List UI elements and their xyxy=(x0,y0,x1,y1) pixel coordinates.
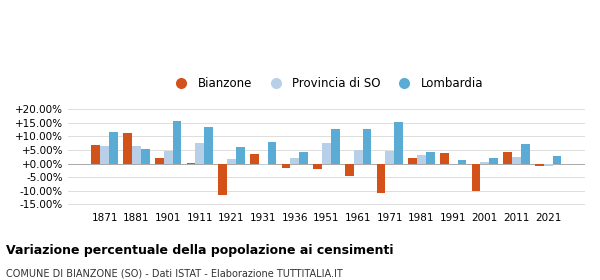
Bar xyxy=(187,163,196,164)
Bar xyxy=(345,164,354,176)
Bar xyxy=(290,158,299,164)
Bar xyxy=(268,143,277,164)
Bar xyxy=(196,143,204,164)
Bar xyxy=(377,164,385,193)
Bar xyxy=(331,129,340,164)
Bar xyxy=(553,157,562,164)
Bar xyxy=(123,133,132,164)
Bar xyxy=(362,129,371,164)
Bar xyxy=(173,121,181,164)
Bar xyxy=(313,164,322,169)
Bar xyxy=(218,164,227,195)
Bar xyxy=(521,144,530,164)
Bar xyxy=(100,146,109,164)
Bar xyxy=(472,164,481,191)
Legend: Bianzone, Provincia di SO, Lombardia: Bianzone, Provincia di SO, Lombardia xyxy=(166,74,487,94)
Bar xyxy=(109,132,118,164)
Bar xyxy=(204,127,213,164)
Bar xyxy=(227,159,236,164)
Bar xyxy=(408,158,417,164)
Bar xyxy=(512,157,521,164)
Bar xyxy=(164,151,173,164)
Text: COMUNE DI BIANZONE (SO) - Dati ISTAT - Elaborazione TUTTITALIA.IT: COMUNE DI BIANZONE (SO) - Dati ISTAT - E… xyxy=(6,269,343,279)
Text: Variazione percentuale della popolazione ai censimenti: Variazione percentuale della popolazione… xyxy=(6,244,394,256)
Bar xyxy=(394,122,403,164)
Bar xyxy=(503,152,512,164)
Bar xyxy=(385,151,394,164)
Bar xyxy=(91,144,100,164)
Bar xyxy=(236,147,245,164)
Bar xyxy=(141,149,150,164)
Bar xyxy=(281,164,290,167)
Bar xyxy=(250,154,259,164)
Bar xyxy=(417,155,426,164)
Bar xyxy=(489,158,498,164)
Bar xyxy=(354,150,362,164)
Bar xyxy=(259,164,268,165)
Bar xyxy=(322,143,331,164)
Bar xyxy=(535,164,544,166)
Bar xyxy=(458,160,466,164)
Bar xyxy=(440,153,449,164)
Bar xyxy=(155,158,164,164)
Bar xyxy=(544,164,553,166)
Bar xyxy=(481,162,489,164)
Bar xyxy=(299,152,308,164)
Bar xyxy=(132,146,141,164)
Bar xyxy=(426,152,435,164)
